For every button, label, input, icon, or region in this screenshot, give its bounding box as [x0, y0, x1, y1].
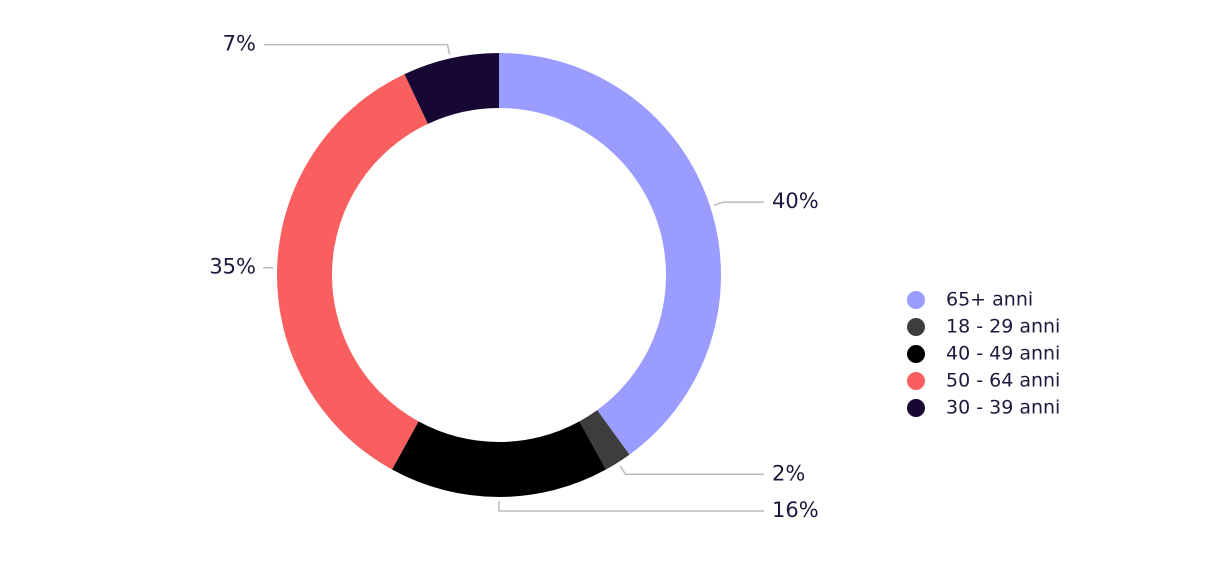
donut-segment [579, 410, 630, 470]
legend-marker [907, 399, 925, 417]
data-label: 2% [772, 461, 805, 485]
leader-line [713, 201, 764, 206]
data-label: 35% [209, 255, 256, 279]
legend-marker [907, 291, 925, 309]
legend-label: 65+ anni [946, 289, 1033, 311]
donut-segment [499, 53, 721, 455]
data-label: 40% [772, 189, 819, 213]
leader-line [619, 465, 764, 476]
donut-segment [392, 421, 606, 497]
legend-marker [907, 345, 925, 363]
leader-line [498, 501, 764, 512]
legend-label: 30 - 39 anni [946, 397, 1060, 419]
legend-label: 50 - 64 anni [946, 370, 1060, 392]
donut-segment [277, 74, 428, 470]
donut-segment [404, 53, 499, 124]
data-label: 16% [772, 498, 819, 522]
leader-line [264, 43, 451, 55]
legend-marker [907, 372, 925, 390]
legend-label: 40 - 49 anni [946, 343, 1060, 365]
data-label: 7% [223, 32, 256, 56]
legend-marker [907, 318, 925, 336]
legend-label: 18 - 29 anni [946, 316, 1060, 338]
